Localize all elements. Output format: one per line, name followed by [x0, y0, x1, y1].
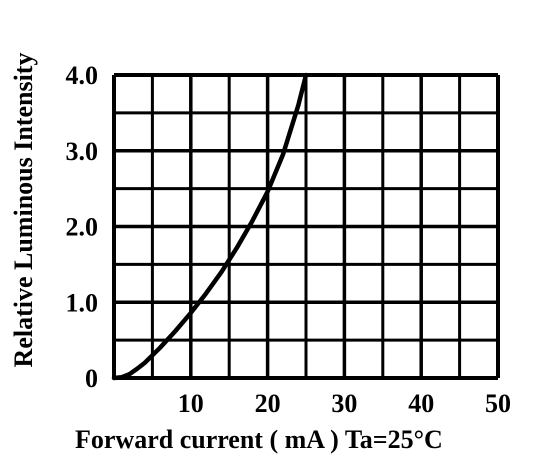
x-tick-label: 50: [485, 389, 511, 418]
grid: [112, 73, 500, 380]
x-tick-label: 40: [408, 389, 434, 418]
x-axis-label: Forward current ( mA ) Ta=25°C: [75, 425, 443, 454]
y-tick-label: 2.0: [66, 213, 99, 242]
y-tick-label: 0: [85, 364, 98, 393]
x-tick-label: 10: [178, 389, 204, 418]
x-tick-labels: 10 20 30 40 50: [178, 389, 511, 418]
y-tick-labels: 0 1.0 2.0 3.0 4.0: [66, 61, 99, 393]
series-layer: [111, 72, 309, 381]
x-tick-label: 20: [255, 389, 281, 418]
x-tick-label: 30: [331, 389, 357, 418]
y-tick-label: 3.0: [66, 137, 99, 166]
series-line-0: [111, 72, 309, 381]
y-axis-label: Relative Luminous Intensity: [9, 53, 38, 368]
y-tick-label: 1.0: [66, 288, 99, 317]
y-tick-label: 4.0: [66, 61, 99, 90]
